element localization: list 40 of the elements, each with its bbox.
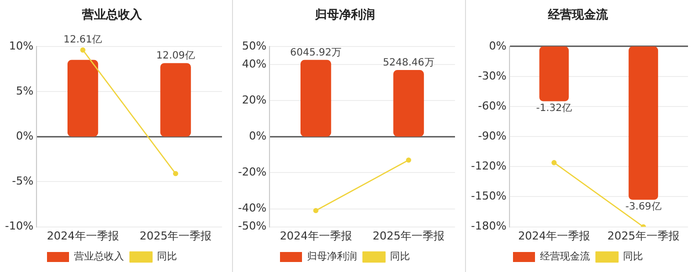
data-label: 12.09亿 <box>156 50 195 62</box>
data-label: 5248.46万 <box>382 58 434 69</box>
y-tick-label: 20% <box>242 93 266 106</box>
y-tick-label: -20% <box>238 166 266 179</box>
x-tick-label: 2024年一季报 <box>518 229 590 242</box>
y-tick-label: 0% <box>16 129 34 142</box>
data-label: 6045.92万 <box>290 48 342 59</box>
data-label: 12.61亿 <box>63 34 102 46</box>
legend-label: 营业总收入 <box>74 250 124 263</box>
x-tick-label: 2025年一季报 <box>140 229 212 242</box>
x-tick-label: 2025年一季报 <box>372 229 445 242</box>
legend-label: 同比 <box>390 250 410 263</box>
y-tick-label: 50% <box>242 39 266 52</box>
chart-title: 归母净利润 <box>314 7 375 22</box>
y-tick-label: 0% <box>488 39 506 52</box>
chart-title: 营业总收入 <box>81 7 143 22</box>
y-tick-label: -10% <box>4 220 34 233</box>
legend-label: 经营现金流 <box>540 250 590 263</box>
y-tick-label: -180% <box>470 220 506 233</box>
y-tick-label: -5% <box>12 174 34 188</box>
y-tick-label: -30% <box>478 69 506 82</box>
legend-label: 同比 <box>623 250 643 263</box>
x-tick-label: 2025年一季报 <box>607 229 680 242</box>
legend-label: 归母净利润 <box>307 250 357 263</box>
y-tick-label: -40% <box>238 202 266 215</box>
legend-label: 同比 <box>157 250 177 263</box>
y-tick-label: -50% <box>238 220 266 233</box>
y-tick-label: -120% <box>470 160 506 173</box>
y-tick-label: -150% <box>470 190 506 203</box>
y-tick-label: -90% <box>478 129 506 142</box>
x-tick-label: 2024年一季报 <box>280 229 352 242</box>
chart-title: 经营现金流 <box>547 7 609 22</box>
data-label: -3.69亿 <box>625 201 662 212</box>
x-tick-label: 2024年一季报 <box>46 229 119 242</box>
data-label: -1.32亿 <box>536 102 572 114</box>
y-tick-label: -60% <box>478 99 506 112</box>
y-tick-label: 40% <box>242 57 266 70</box>
y-tick-label: 5% <box>16 84 34 98</box>
y-tick-label: 10% <box>8 39 34 52</box>
y-tick-label: 0% <box>248 129 266 142</box>
